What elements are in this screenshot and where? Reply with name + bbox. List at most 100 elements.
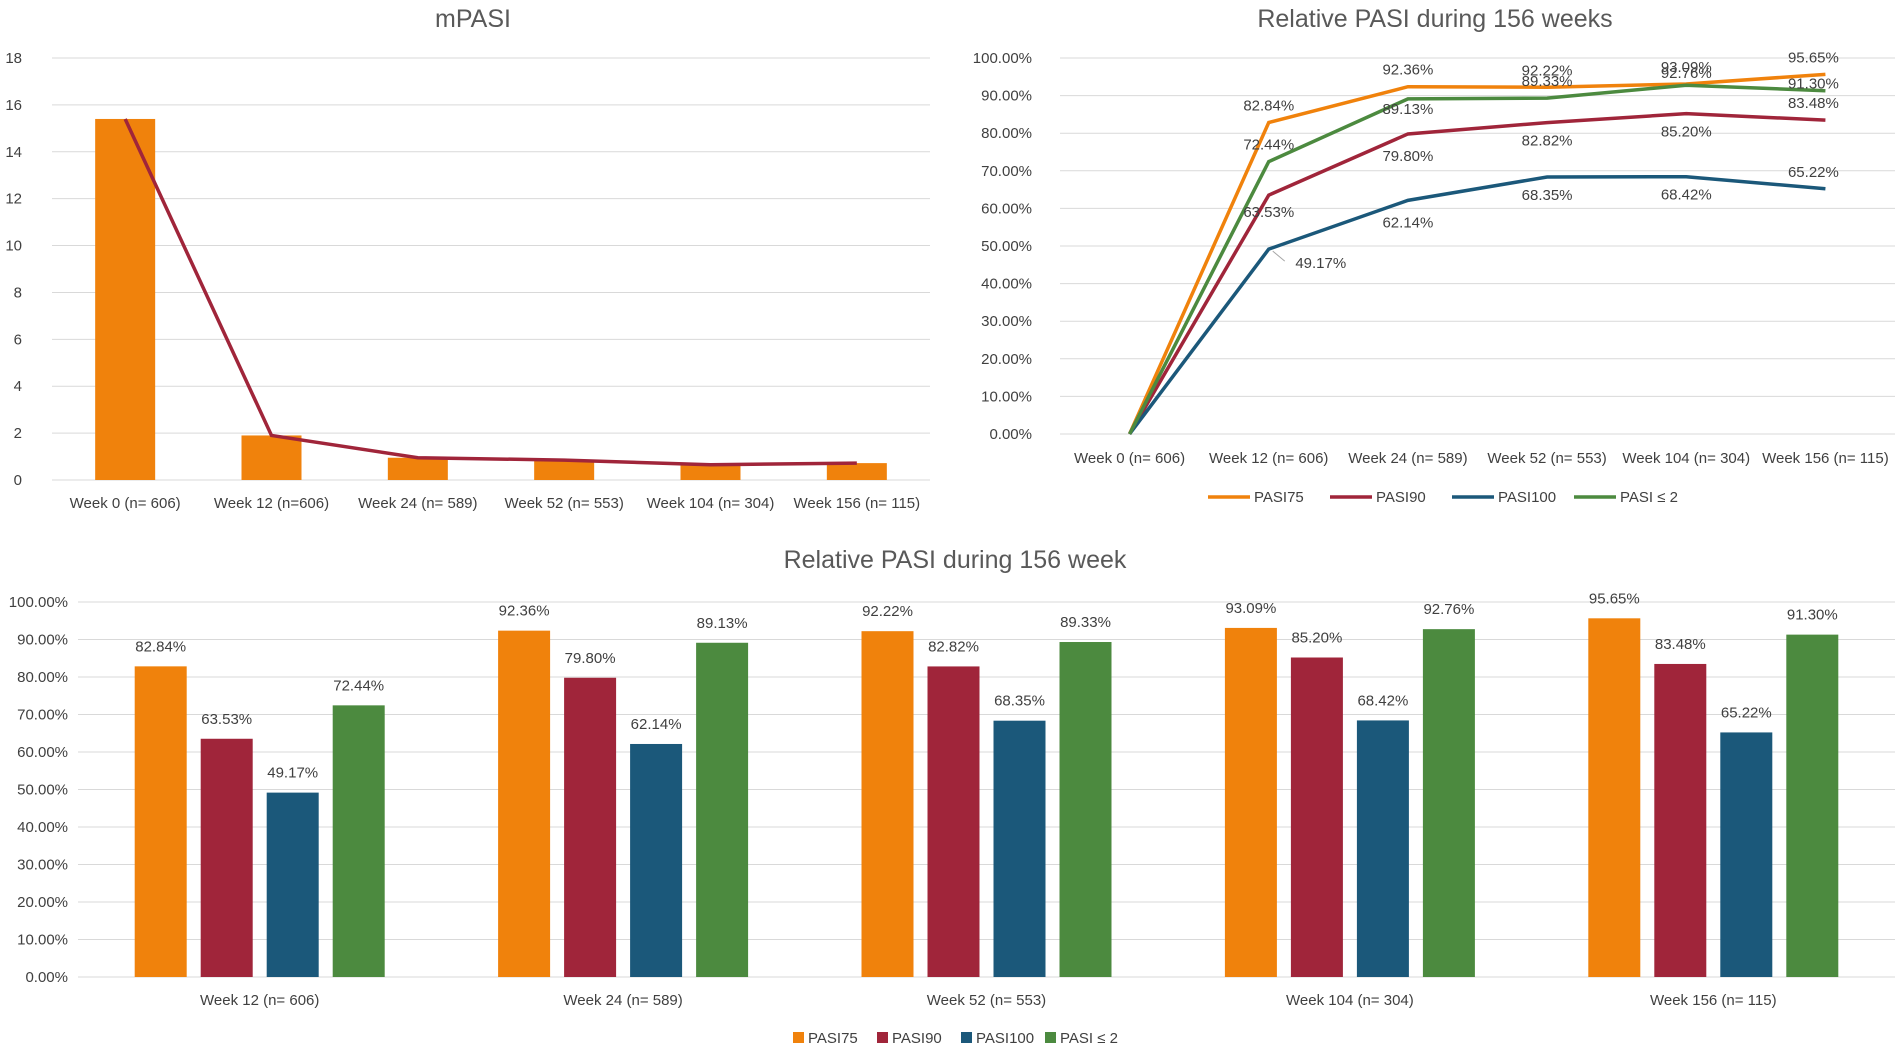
y-tick-label: 20.00% (981, 351, 1032, 368)
bar-pasi75-week-156-n-115 (1588, 618, 1641, 977)
data-label: 92.76% (1661, 65, 1712, 82)
legend-label-pasi100: PASI100 (1498, 489, 1556, 506)
trend-line (123, 118, 857, 467)
x-tick-label: Week 0 (n= 606) (1074, 450, 1185, 467)
chart-title-relative-line: Relative PASI during 156 weeks (1257, 5, 1612, 33)
chart-title-relative-bar: Relative PASI during 156 week (784, 546, 1127, 574)
bar-pasi-2-week-156-n-115 (1786, 634, 1839, 977)
legend-swatch-pasi100 (961, 1032, 972, 1043)
data-label: 68.35% (1522, 187, 1573, 204)
y-tick-label: 0 (14, 472, 22, 489)
y-tick-label: 70.00% (981, 163, 1032, 180)
chart-title-mpasi: mPASI (435, 5, 511, 33)
x-tick-label: Week 156 (n= 115) (1762, 450, 1889, 467)
x-tick-label: Week 24 (n= 589) (563, 992, 682, 1009)
y-tick-label: 50.00% (17, 782, 68, 799)
data-label: 91.30% (1788, 76, 1839, 93)
data-label: 93.09% (1225, 600, 1276, 617)
bar-week-104-n-304 (680, 464, 741, 480)
y-tick-label: 50.00% (981, 238, 1032, 255)
legend-label-pasi75: PASI75 (1254, 489, 1304, 506)
y-tick-label: 30.00% (981, 313, 1032, 330)
data-label: 89.13% (697, 615, 748, 632)
y-tick-label: 100.00% (973, 50, 1032, 67)
data-label: 92.22% (1522, 62, 1573, 79)
bar-pasi75-week-104-n-304 (1224, 627, 1277, 977)
x-tick-label: Week 0 (n= 606) (70, 495, 181, 512)
data-label: 79.80% (565, 650, 616, 667)
series-line-pasi90 (1128, 111, 1826, 435)
bar-pasi-2-week-104-n-304 (1422, 629, 1475, 977)
x-tick-label: Week 156 (n= 115) (1650, 992, 1777, 1009)
legend-label-pasi90: PASI90 (1376, 489, 1426, 506)
data-label: 85.20% (1291, 630, 1342, 647)
y-tick-label: 40.00% (981, 276, 1032, 293)
y-tick-label: 90.00% (981, 88, 1032, 105)
bar-week-12-n-606 (241, 435, 302, 480)
y-tick-label: 10.00% (17, 932, 68, 949)
y-tick-label: 40.00% (17, 819, 68, 836)
series-line-pasi100 (1128, 174, 1826, 436)
data-label: 49.17% (267, 765, 318, 782)
legend-swatch-pasi90 (877, 1032, 888, 1043)
data-label: 62.14% (631, 716, 682, 733)
bar-pasi75-week-24-n-589 (498, 630, 551, 977)
data-label: 82.84% (1243, 98, 1294, 115)
data-label: 83.48% (1655, 636, 1706, 653)
data-label: 82.82% (928, 638, 979, 655)
data-label: 65.22% (1788, 164, 1839, 181)
data-label: 49.17% (1295, 255, 1346, 272)
bar-pasi90-week-52-n-553 (927, 666, 980, 977)
data-label: 63.53% (201, 711, 252, 728)
y-tick-label: 2 (14, 425, 22, 442)
bar-pasi100-week-52-n-553 (993, 720, 1046, 977)
data-label: 79.80% (1382, 148, 1433, 165)
y-tick-label: 12 (5, 191, 22, 208)
bar-pasi90-week-104-n-304 (1290, 657, 1343, 977)
y-tick-label: 18 (5, 50, 22, 67)
x-tick-label: Week 52 (n= 553) (1487, 450, 1606, 467)
x-tick-label: Week 24 (n= 589) (1348, 450, 1467, 467)
data-label: 93.09% (1661, 59, 1712, 76)
series-line-pasi75 (1127, 72, 1826, 435)
x-tick-label: Week 12 (n= 606) (200, 992, 319, 1009)
data-label: 62.14% (1382, 214, 1433, 231)
bar-pasi-2-week-52-n-553 (1059, 642, 1112, 977)
y-tick-label: 0.00% (25, 969, 68, 986)
x-tick-label: Week 104 (n= 304) (647, 495, 775, 512)
relative-pasi-bar-chart: 0.00% 10.00% 20.00% 30.00% 40.00% 50.00% 60.00… (9, 590, 1895, 1047)
bar-pasi75-week-12-n-606 (134, 666, 187, 977)
y-tick-label: 70.00% (17, 707, 68, 724)
y-tick-label: 100.00% (9, 594, 68, 611)
bar-pasi100-week-104-n-304 (1356, 720, 1409, 977)
y-tick-label: 60.00% (981, 200, 1032, 217)
bar-week-24-n-589 (387, 457, 448, 480)
y-tick-label: 10.00% (981, 388, 1032, 405)
bar-pasi100-week-12-n-606 (266, 792, 319, 977)
x-tick-label: Week 104 (n= 304) (1622, 450, 1750, 467)
x-tick-label: Week 12 (n= 606) (1209, 450, 1328, 467)
x-tick-label: Week 156 (n= 115) (794, 495, 921, 512)
x-tick-label: Week 52 (n= 553) (927, 992, 1046, 1009)
y-tick-label: 20.00% (17, 894, 68, 911)
data-label: 91.30% (1787, 607, 1838, 624)
data-label: 85.20% (1661, 124, 1712, 141)
bar-week-156-n-115 (826, 463, 887, 480)
label-leader-line (1272, 250, 1286, 262)
y-tick-label: 4 (14, 378, 22, 395)
y-tick-label: 90.00% (17, 632, 68, 649)
data-label: 68.35% (994, 693, 1045, 710)
y-tick-label: 10 (5, 238, 22, 255)
relative-pasi-line-chart: 0.00% 10.00% 20.00% 30.00% 40.00% 50.00% 60.00… (973, 49, 1895, 506)
y-tick-label: 6 (14, 331, 22, 348)
legend-label-pasi100: PASI100 (976, 1030, 1034, 1047)
bar-pasi90-week-24-n-589 (564, 677, 617, 977)
data-label: 83.48% (1788, 95, 1839, 112)
bar-pasi90-week-156-n-115 (1654, 663, 1707, 977)
x-tick-label: Week 24 (n= 589) (358, 495, 477, 512)
y-tick-label: 80.00% (17, 669, 68, 686)
data-label: 89.33% (1060, 614, 1111, 631)
bar-pasi-2-week-12-n-606 (332, 705, 385, 977)
legend-label-pasi75: PASI75 (808, 1030, 858, 1047)
bar-pasi100-week-24-n-589 (630, 743, 683, 977)
